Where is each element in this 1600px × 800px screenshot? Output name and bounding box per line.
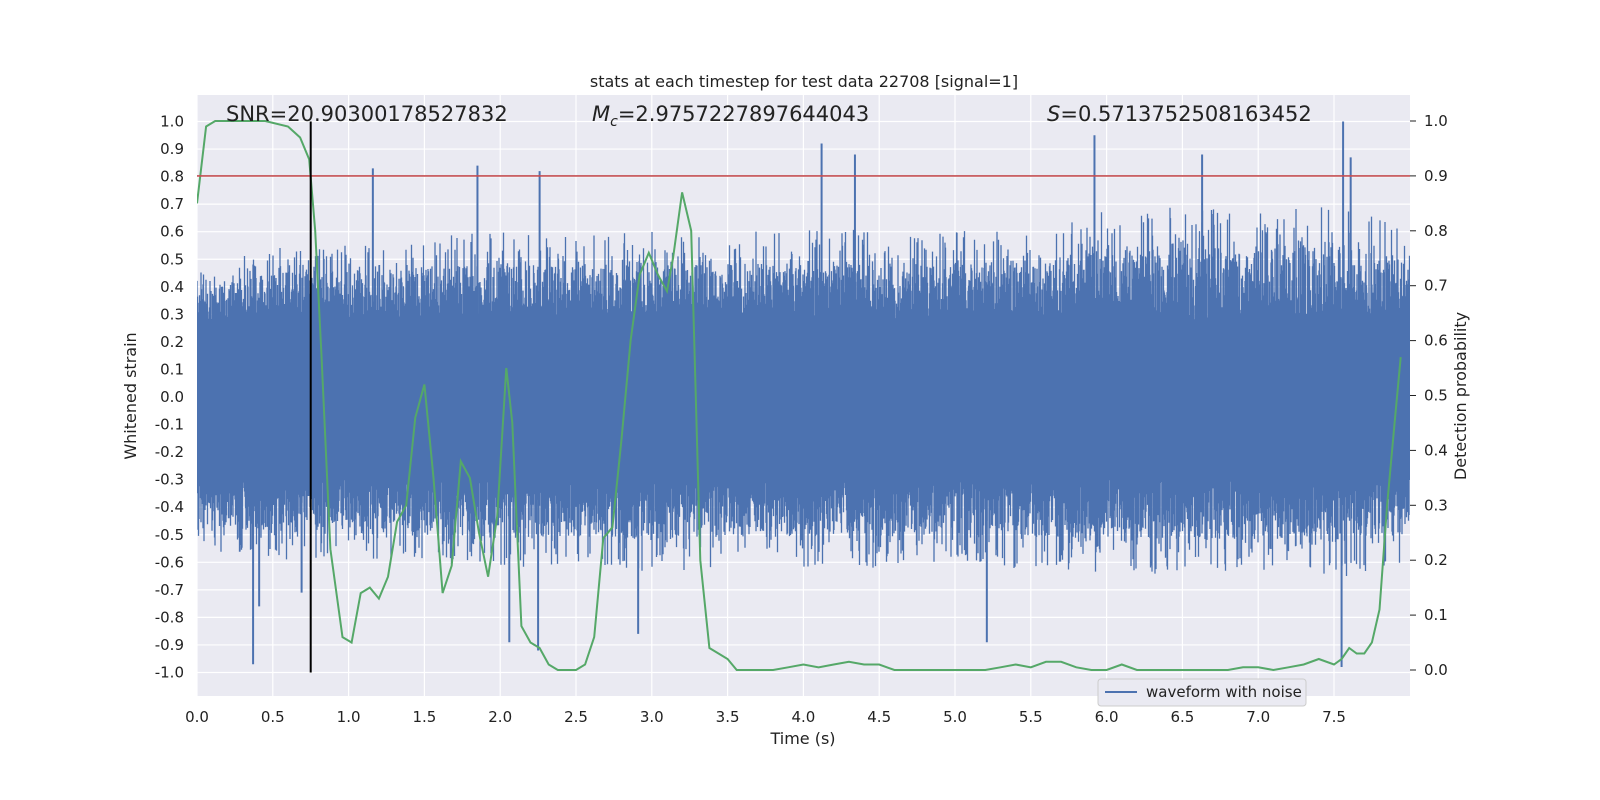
- y-right-axis-label: Detection probability: [1451, 312, 1470, 480]
- legend-label: waveform with noise: [1146, 683, 1302, 701]
- x-tick-label: 4.5: [867, 708, 891, 726]
- x-tick-label: 4.0: [791, 708, 815, 726]
- y-tick-label: 0.5: [160, 250, 184, 268]
- legend: waveform with noise: [1097, 678, 1307, 707]
- x-axis-ticks: 0.0 0.5 1.0 1.5 2.0 2.5 3.0 3.5 4.0 4.5 5.0 5.5 6.0 6…: [185, 708, 1346, 726]
- s-symbol: S: [1047, 102, 1060, 126]
- y-tick-label: 0.8: [160, 168, 184, 186]
- x-tick-label: 3.5: [716, 708, 740, 726]
- y-tick-label: -0.2: [155, 443, 184, 461]
- y-tick-label: -1.0: [155, 664, 184, 682]
- x-tick-label: 6.0: [1095, 708, 1119, 726]
- x-tick-label: 2.5: [564, 708, 588, 726]
- y-tick-label: 0.4: [160, 278, 184, 296]
- y-right-tick-label: 0.8: [1424, 222, 1448, 240]
- x-tick-label: 7.5: [1322, 708, 1346, 726]
- chirp-mass-value: =2.9757227897644043: [618, 102, 869, 126]
- y-tick-label: -0.3: [155, 471, 184, 489]
- x-tick-label: 6.5: [1170, 708, 1194, 726]
- y-right-axis-ticks: 1.0 0.9 0.8 0.7 0.6 0.5 0.4 0.3 0.2 0.1 0.0: [1410, 112, 1448, 679]
- waveform-trace: [197, 207, 1410, 576]
- y-right-tick-label: 0.6: [1424, 332, 1448, 350]
- chirp-mass-annotation: Mc=2.9757227897644043: [592, 102, 869, 130]
- snr-annotation: SNR=20.90300178527832: [226, 102, 508, 126]
- y-tick-label: -0.9: [155, 636, 184, 654]
- x-tick-label: 5.0: [943, 708, 967, 726]
- x-tick-label: 1.0: [337, 708, 361, 726]
- y-tick-label: 0.7: [160, 195, 184, 213]
- probability-series: [197, 120, 1402, 672]
- x-tick-label: 5.5: [1019, 708, 1043, 726]
- y-tick-label: 0.0: [160, 388, 184, 406]
- detection-probability-line: [197, 120, 1402, 672]
- s-value: =0.5713752508163452: [1060, 102, 1311, 126]
- y-right-tick-label: 0.5: [1424, 387, 1448, 405]
- y-right-tick-label: 1.0: [1424, 112, 1448, 130]
- x-tick-label: 2.0: [488, 708, 512, 726]
- y-right-tick-label: 0.3: [1424, 496, 1448, 514]
- chirp-mass-symbol: M: [592, 102, 610, 126]
- y-axis-label: Whitened strain: [121, 332, 140, 459]
- x-axis-label: Time (s): [769, 729, 835, 748]
- x-tick-label: 3.0: [640, 708, 664, 726]
- y-tick-label: -0.4: [155, 498, 184, 516]
- x-tick-label: 0.0: [185, 708, 209, 726]
- y-right-tick-label: 0.9: [1424, 167, 1448, 185]
- s-annotation: S=0.5713752508163452: [1047, 102, 1312, 126]
- y-right-tick-label: 0.4: [1424, 441, 1448, 459]
- y-right-tick-label: 0.2: [1424, 551, 1448, 569]
- y-tick-label: 0.2: [160, 333, 184, 351]
- y-tick-label: 1.0: [160, 113, 184, 131]
- y-tick-label: -0.6: [155, 553, 184, 571]
- y-right-tick-label: 0.1: [1424, 606, 1448, 624]
- legend-box: [1097, 678, 1307, 707]
- chart-title: stats at each timestep for test data 227…: [590, 72, 1018, 91]
- y-tick-label: -0.8: [155, 608, 184, 626]
- y-tick-label: -0.7: [155, 581, 184, 599]
- y-right-tick-label: 0.7: [1424, 277, 1448, 295]
- y-tick-label: -0.1: [155, 416, 184, 434]
- reference-lines: [197, 121, 1410, 673]
- chirp-mass-subscript: c: [610, 114, 618, 130]
- x-tick-label: 7.0: [1246, 708, 1270, 726]
- waveform-series: [197, 121, 1410, 667]
- y-tick-label: 0.9: [160, 140, 184, 158]
- y-tick-label: 0.6: [160, 223, 184, 241]
- y-tick-label: 0.1: [160, 360, 184, 378]
- x-tick-label: 0.5: [261, 708, 285, 726]
- y-tick-label: -0.5: [155, 526, 184, 544]
- y-right-tick-label: 0.0: [1424, 661, 1448, 679]
- x-tick-label: 1.5: [412, 708, 436, 726]
- y-tick-label: 0.3: [160, 305, 184, 323]
- y-axis-ticks: 1.0 0.9 0.8 0.7 0.6 0.5 0.4 0.3 0.2 0.1 0.0 -0.1 -0.…: [155, 113, 184, 682]
